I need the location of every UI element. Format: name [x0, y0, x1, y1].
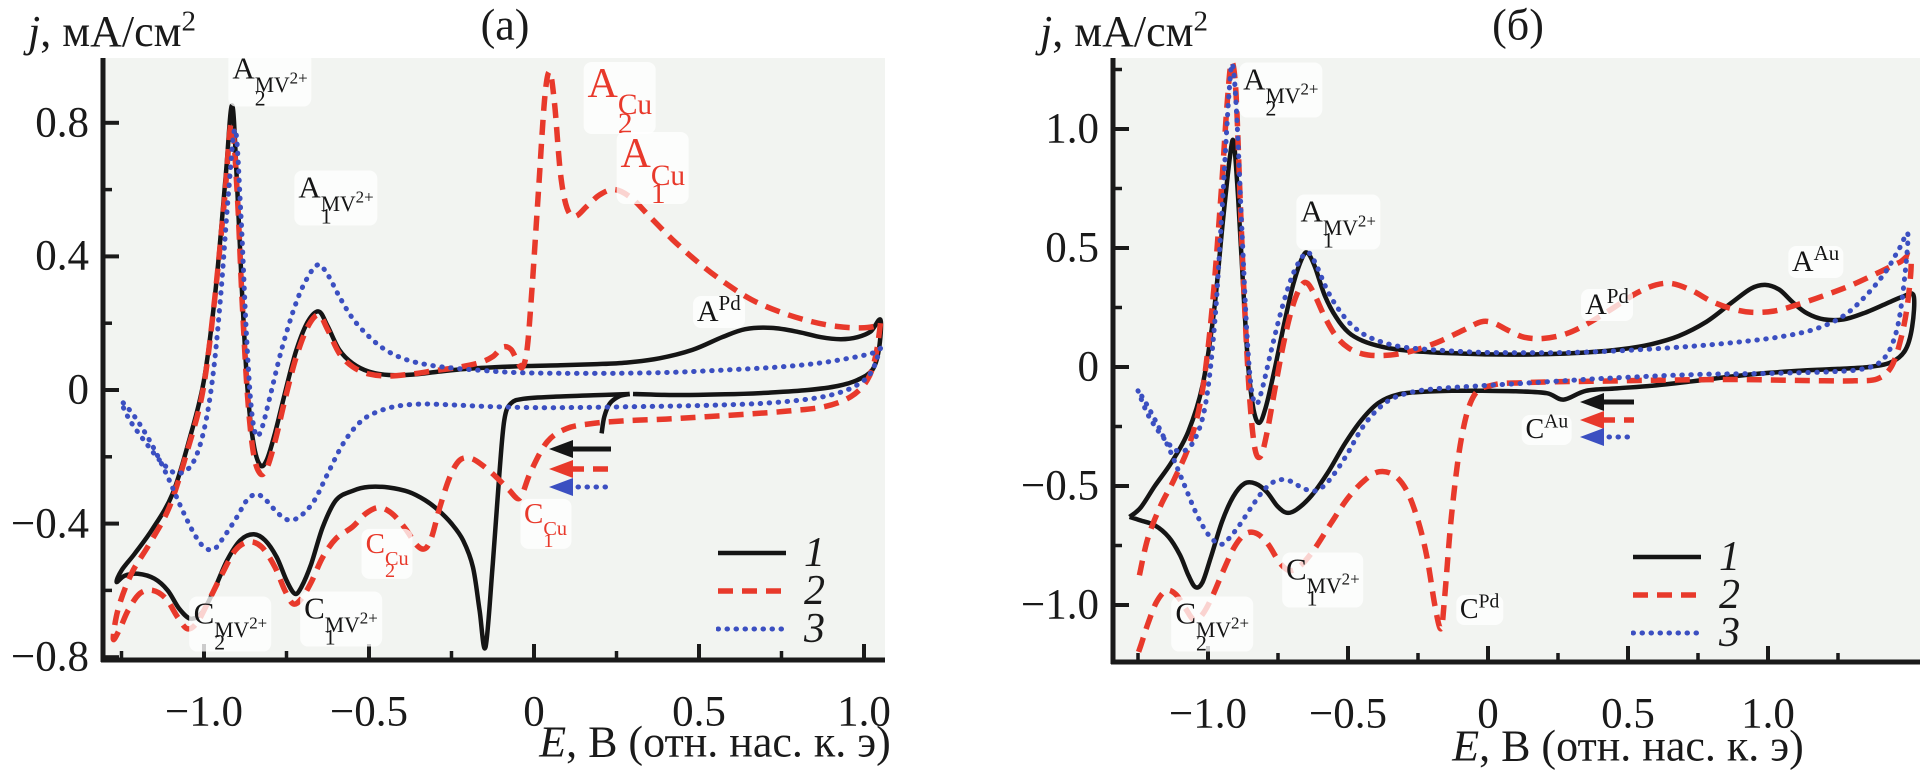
y-axis-title-panel-b: j, мА/см2 [1040, 6, 1208, 57]
scan-arrow-head-dotted-a [549, 478, 573, 496]
scan-arrow-head-dashed-a [549, 460, 573, 478]
y-axis-units-b: , мА/см [1052, 7, 1194, 56]
x-axis-variable-a: E [539, 717, 567, 767]
y-axis-units-sup-b: 2 [1193, 5, 1208, 38]
curve-1-start-stub-panel-a [599, 391, 631, 434]
curve-2-panel-a [110, 69, 884, 643]
x-axis-title-panel-b: E, В (отн. нас. к. э) [1452, 721, 1804, 772]
scan-arrow-head-solid-b [1580, 393, 1604, 411]
y-axis-units-sup-a: 2 [181, 5, 196, 38]
x-axis-units-b: , В (отн. нас. к. э) [1479, 721, 1804, 771]
y-axis-variable-a: j [28, 7, 41, 56]
scan-arrow-head-dotted-b [1580, 428, 1604, 446]
y-axis-units-a: , мА/см [40, 7, 182, 56]
scan-arrow-head-solid-a [549, 440, 573, 458]
panel-title-a: (а) [480, 0, 530, 50]
curve-3-panel-b [1135, 61, 1911, 547]
panel-title-b: (б) [1492, 0, 1544, 50]
scan-arrow-head-dashed-b [1580, 411, 1604, 429]
x-axis-title-panel-a: E, В (отн. нас. к. э) [539, 717, 891, 768]
curve-3-panel-a [118, 126, 883, 553]
y-axis-title-panel-a: j, мА/см2 [28, 6, 196, 57]
x-axis-variable-b: E [1452, 721, 1480, 771]
x-axis-units-a: , В (отн. нас. к. э) [566, 717, 891, 767]
y-axis-variable-b: j [1040, 7, 1053, 56]
